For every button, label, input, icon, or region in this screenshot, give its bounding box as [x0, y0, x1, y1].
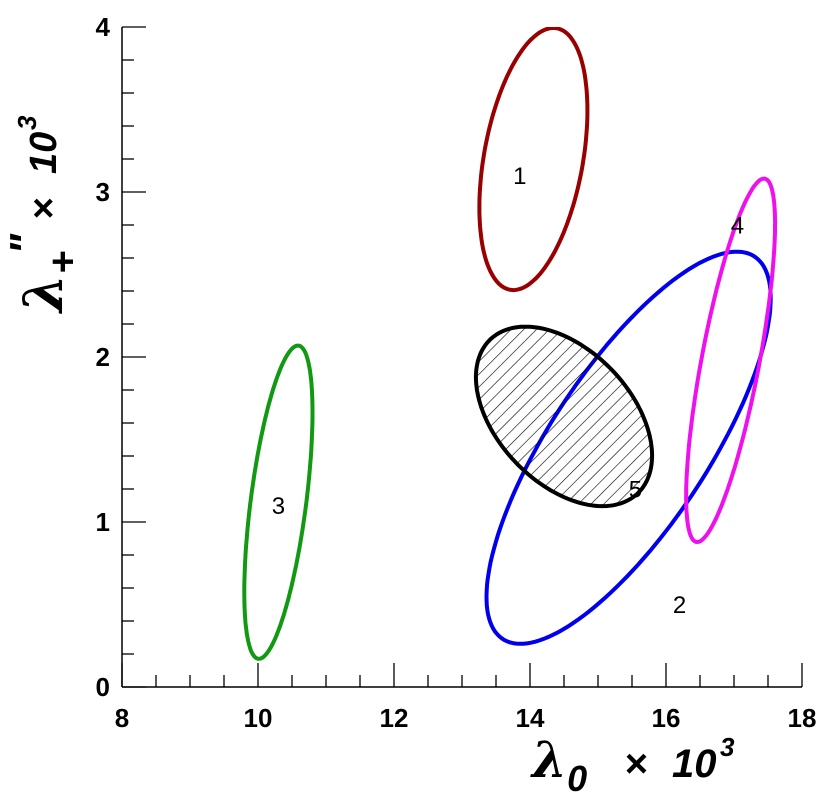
x-tick-label: 10 [244, 703, 273, 733]
ticks [121, 26, 803, 688]
y-tick-label: 2 [96, 342, 110, 372]
y-tick-label: 1 [96, 507, 110, 537]
x-axis-exponent: 3 [720, 732, 735, 762]
x-tick-label: 16 [652, 703, 681, 733]
contour-3 [242, 343, 315, 661]
x-axis-subscript: 0 [567, 758, 587, 799]
contour-label-5: 5 [629, 476, 642, 503]
y-axis-symbol: λ [11, 274, 75, 314]
x-axis-ten: 10 [672, 742, 717, 786]
y-axis-exponent: 3 [12, 115, 42, 130]
contour-label-1: 1 [513, 163, 526, 190]
contour-label-4: 4 [731, 212, 744, 239]
y-axis-title: λ+" × 10 3 [1, 115, 85, 314]
y-axis-subscript: + [41, 251, 85, 274]
y-tick-label: 0 [96, 672, 110, 702]
y-tick-label: 4 [96, 12, 111, 42]
contour-label-2: 2 [673, 592, 686, 619]
y-axis-times: × [23, 198, 65, 220]
x-tick-label: 8 [115, 703, 129, 733]
contour-5 [473, 324, 655, 509]
contour-2 [484, 249, 773, 646]
contour-label-3: 3 [272, 493, 285, 520]
ellipses [242, 27, 778, 661]
y-axis-prime: " [1, 233, 50, 255]
y-tick-label: 3 [96, 177, 110, 207]
x-axis-symbol: λ [530, 730, 567, 789]
svg-text:λ+": λ+" [1, 233, 85, 314]
contour-1 [477, 27, 590, 293]
y-axis-ten: 10 [23, 132, 65, 174]
x-tick-label: 14 [516, 703, 545, 733]
x-axis-times: × [624, 742, 647, 786]
x-tick-label: 12 [380, 703, 409, 733]
annotations: 1 2 3 4 5 [272, 163, 744, 619]
x-axis-title: λ0 × 10 3 [530, 730, 735, 799]
svg-text:λ0: λ0 [530, 730, 587, 799]
x-tick-label: 18 [788, 703, 817, 733]
contour-4 [684, 176, 778, 545]
